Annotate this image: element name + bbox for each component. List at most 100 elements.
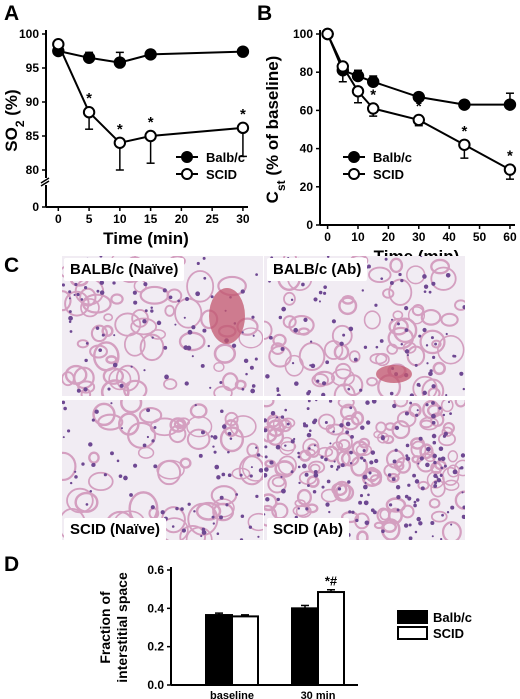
chart-b-series-scid-point (351, 85, 365, 98)
chart-d-x-tick-label: baseline (210, 690, 254, 699)
chart-a-series-balbc-point (113, 56, 127, 69)
panel-letter-d: D (4, 553, 20, 576)
chart-b-y-tick-label: 40 (300, 142, 314, 156)
chart-a-x-axis-label: Time (min) (103, 229, 189, 248)
chart-d-bar-scid (317, 591, 345, 687)
chart-d-bar-balbc (205, 614, 233, 687)
chart-a-x-tick-label: 15 (144, 212, 158, 226)
chart-b-significance-star: * (461, 123, 467, 140)
chart-b-x-tick-label: 50 (473, 230, 487, 244)
chart-a-legend-scid-label: SCID (206, 167, 237, 182)
chart-a-x-tick-label: 10 (113, 212, 127, 226)
chart-d-y-tick-label: 0.0 (147, 678, 164, 692)
histology-label-balbc-ab: BALB/c (Ab) (267, 258, 368, 281)
panel-letter-a: A (4, 2, 20, 25)
chart-a-legend-balbc-marker (181, 151, 193, 163)
chart-b-series-balbc-point (351, 69, 365, 83)
chart-a-series-balbc-point (236, 45, 250, 58)
chart-a-series-scid-point (52, 38, 65, 51)
chart-d-legend-balbc-label: Balb/c (433, 610, 472, 625)
histology-bottom-left (62, 400, 263, 540)
chart-b-legend-scid-marker (348, 168, 360, 180)
chart-d-y-tick-label: 0.6 (147, 563, 164, 577)
chart-b-x-tick-label: 30 (412, 230, 426, 244)
chart-d-x-tick-label: 30 min (301, 690, 336, 699)
histology-bottom-right (264, 400, 465, 540)
panel-letter-c: C (4, 254, 20, 277)
chart-a-y-axis-label: SO2 (%) (2, 89, 27, 151)
chart-a-series-balbc-point (82, 51, 96, 64)
chart-a-series-scid-point (82, 106, 96, 119)
chart-d-y-tick-label: 0.4 (147, 601, 164, 615)
chart-b-series-balbc-point (366, 75, 380, 88)
chart-a-y-tick-label: 85 (26, 129, 40, 143)
chart-d-legend-scid-swatch (397, 626, 428, 640)
chart-a-series-scid-point (144, 129, 157, 143)
chart-b-significance-star: * (416, 98, 422, 115)
chart-d-significance-annotation: *# (325, 574, 338, 589)
chart-a-axis-break-mark (40, 177, 50, 184)
chart-b-y-tick-label: 0 (306, 218, 313, 232)
chart-a-y-tick-label: 95 (26, 61, 40, 75)
chart-a-y-tick-label: 0 (32, 200, 39, 214)
histology-label-scid-ab: SCID (Ab) (267, 518, 349, 541)
chart-a-x-tick-label: 0 (55, 212, 62, 226)
blood-vessel (376, 365, 412, 383)
chart-a-x-tick-label: 5 (86, 212, 93, 226)
chart-b-legend-scid-label: SCID (373, 167, 404, 182)
panel-letter-b: B (257, 2, 273, 25)
chart-a-significance-star: * (86, 90, 92, 107)
chart-a-y-tick-label: 80 (26, 163, 40, 177)
chart-a-legend-balbc-label: Balb/c (206, 150, 245, 165)
chart-b-series-scid-point (503, 163, 517, 176)
chart-d: 0.0 0.2 0.4 0.6 Fraction ofinterstitial spac… (97, 563, 472, 699)
chart-b-y-axis-label: Cst (% of baseline) (263, 56, 288, 204)
chart-b-series-scid-point (336, 60, 349, 73)
chart-d-y-axis-label: Fraction ofinterstitial space (97, 572, 130, 683)
histology-label-scid-naive: SCID (Naïve) (64, 518, 167, 541)
chart-b-series-scid-point (321, 27, 334, 41)
chart-b-x-tick-label: 40 (442, 230, 456, 244)
histology-label-balbc-naive: BALB/c (Naïve) (64, 258, 185, 281)
chart-b-series-balbc-point (458, 98, 471, 111)
chart-b-series-balbc-point (412, 90, 425, 104)
chart-b-series-scid-point (458, 138, 471, 151)
chart-a-significance-star: * (117, 121, 123, 138)
chart-b-legend-balbc-label: Balb/c (373, 150, 412, 165)
chart-d-y-tick-label: 0.2 (147, 640, 164, 654)
chart-b-significance-star: * (507, 148, 513, 165)
chart-d-bar-scid (231, 615, 259, 687)
chart-b-x-tick-label: 20 (382, 230, 396, 244)
chart-a-series-balbc-point (144, 48, 157, 61)
chart-b-x-tick-label: 60 (503, 230, 517, 244)
chart-b-series-balbc-point (503, 98, 517, 111)
chart-b-legend-balbc-marker (348, 151, 360, 163)
chart-a-axis-break-gap (40, 178, 52, 185)
chart-b-y-tick-label: 60 (300, 103, 314, 117)
chart-a-y-tick-label: 90 (26, 95, 40, 109)
chart-b-y-tick-label: 80 (300, 65, 314, 79)
chart-b-series-scid-point (412, 113, 425, 127)
chart-b-significance-star: * (370, 86, 376, 103)
chart-d-bar-balbc (291, 607, 319, 686)
cell-nuclei (264, 400, 465, 540)
blood-vessel (209, 288, 245, 344)
chart-d-legend-balbc-swatch (397, 610, 428, 624)
chart-b-x-tick-label: 10 (351, 230, 365, 244)
chart-a-x-tick-label: 30 (236, 212, 250, 226)
chart-d-legend-scid-label: SCID (433, 626, 464, 641)
chart-a-significance-star: * (148, 114, 154, 131)
chart-a-significance-star: * (240, 106, 246, 123)
chart-a: 0 5 10 15 20 25 30 0 80 85 90 95 100 Time (min) SO2 (%… (2, 27, 250, 248)
chart-b-y-tick-label: 20 (300, 180, 314, 194)
chart-a-series-scid-point (113, 136, 127, 150)
chart-b-x-tick-label: 0 (324, 230, 331, 244)
chart-b-y-tick-label: 100 (293, 27, 313, 41)
cell-nuclei (62, 256, 258, 394)
chart-a-axis-break-mark (40, 180, 50, 187)
chart-a-x-tick-label: 20 (175, 212, 189, 226)
chart-a-x-tick-label: 25 (205, 212, 219, 226)
chart-b-series-scid-point (366, 102, 380, 115)
chart-a-series-scid-point (236, 121, 250, 135)
